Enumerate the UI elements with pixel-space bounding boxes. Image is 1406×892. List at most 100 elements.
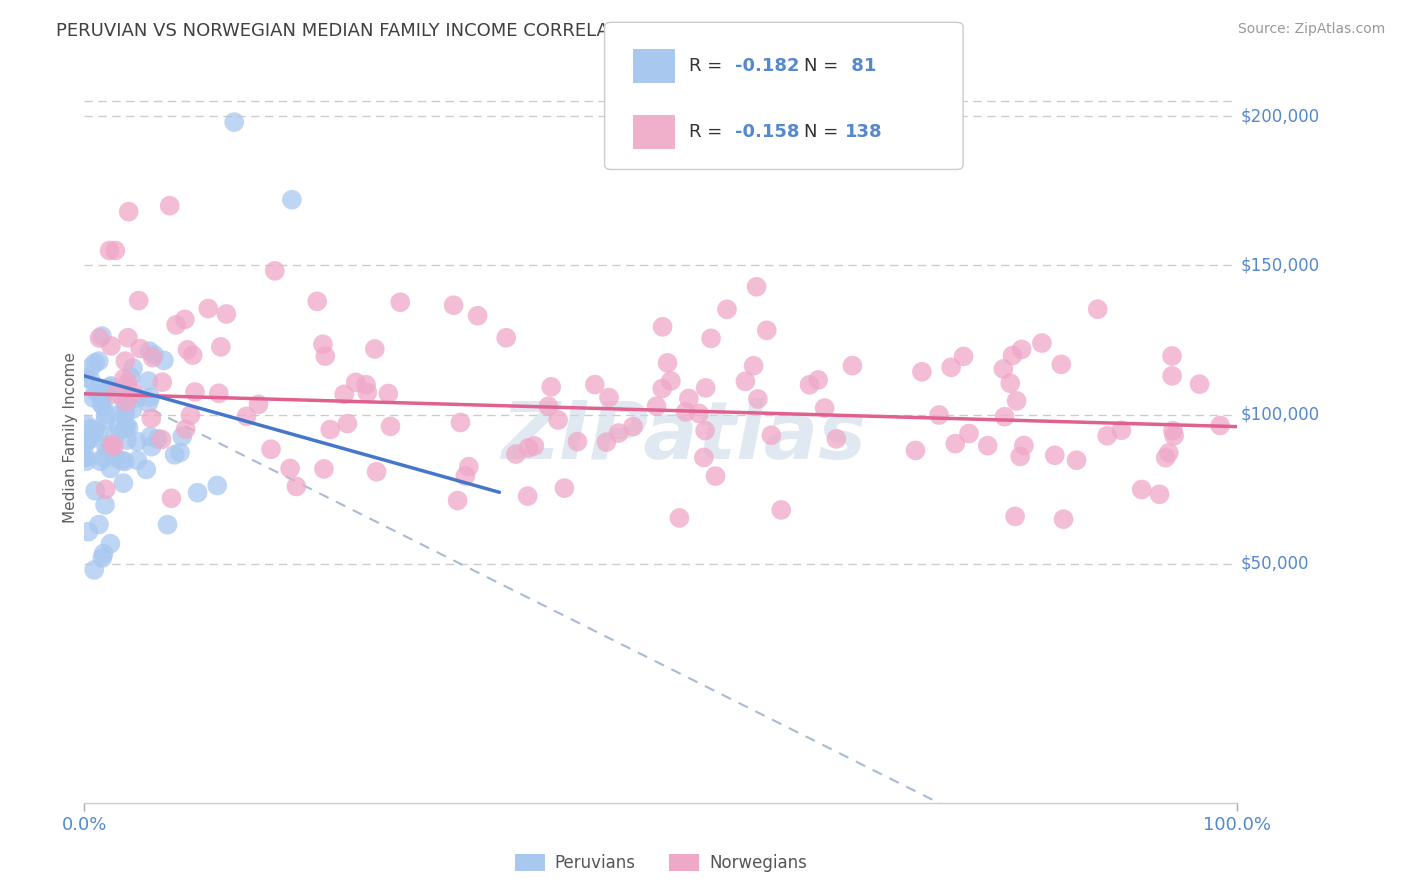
Point — [747, 392, 769, 406]
Point — [224, 115, 246, 129]
Point — [207, 478, 229, 492]
Point — [94, 413, 117, 427]
Point — [172, 429, 194, 443]
Point — [76, 434, 98, 449]
Point — [114, 407, 136, 421]
Point — [146, 432, 169, 446]
Point — [73, 432, 96, 446]
Point — [668, 511, 690, 525]
Point — [84, 483, 107, 498]
Point — [344, 376, 367, 390]
Point — [73, 450, 96, 465]
Point — [77, 433, 100, 447]
Point — [1004, 509, 1026, 524]
Point — [595, 435, 617, 450]
Point — [115, 433, 138, 447]
Point — [100, 339, 122, 353]
Point — [659, 374, 682, 388]
Point — [112, 476, 135, 491]
Point — [657, 356, 679, 370]
Point — [114, 401, 136, 416]
Point — [75, 454, 97, 468]
Point — [770, 503, 793, 517]
Point — [176, 343, 198, 357]
Point — [139, 430, 162, 444]
Point — [93, 450, 115, 465]
Point — [135, 462, 157, 476]
Point — [90, 397, 112, 411]
Point — [235, 409, 257, 424]
Point — [443, 298, 465, 312]
Point — [100, 461, 122, 475]
Point — [675, 405, 697, 419]
Point — [693, 450, 716, 465]
Point — [745, 279, 768, 293]
Point — [704, 469, 727, 483]
Point — [1095, 429, 1118, 443]
Point — [181, 348, 204, 362]
Point — [537, 399, 560, 413]
Point — [174, 422, 197, 436]
Point — [87, 354, 110, 368]
Point — [156, 517, 179, 532]
Point — [1209, 418, 1232, 433]
Point — [319, 423, 342, 437]
Point — [1066, 453, 1088, 467]
Point — [505, 447, 527, 461]
Text: R =: R = — [689, 123, 728, 141]
Point — [169, 445, 191, 459]
Point — [98, 380, 121, 394]
Point — [567, 434, 589, 449]
Point — [117, 331, 139, 345]
Point — [952, 350, 974, 364]
Point — [260, 442, 283, 457]
Point — [314, 349, 336, 363]
Point — [159, 199, 181, 213]
Text: N =: N = — [804, 123, 844, 141]
Point — [247, 397, 270, 411]
Point — [121, 402, 143, 417]
Point — [354, 377, 377, 392]
Point — [1161, 349, 1184, 363]
Point — [651, 319, 673, 334]
Y-axis label: Median Family Income: Median Family Income — [63, 351, 77, 523]
Point — [1012, 438, 1035, 452]
Point — [841, 359, 863, 373]
Point — [1005, 393, 1028, 408]
Point — [187, 485, 209, 500]
Point — [467, 309, 489, 323]
Point — [117, 420, 139, 434]
Point — [75, 450, 97, 464]
Text: $100,000: $100,000 — [1240, 406, 1320, 424]
Point — [163, 448, 186, 462]
Point — [446, 493, 468, 508]
Point — [141, 440, 163, 454]
Point — [115, 394, 138, 409]
Text: -0.182: -0.182 — [735, 57, 800, 75]
Point — [97, 442, 120, 456]
Point — [90, 329, 112, 343]
Point — [110, 406, 132, 420]
Point — [138, 344, 160, 359]
Legend: Peruvians, Norwegians: Peruvians, Norwegians — [508, 847, 814, 879]
Point — [122, 361, 145, 376]
Point — [103, 439, 125, 453]
Text: R =: R = — [689, 57, 728, 75]
Point — [160, 491, 183, 506]
Point — [1011, 343, 1033, 357]
Text: PERUVIAN VS NORWEGIAN MEDIAN FAMILY INCOME CORRELATION CHART: PERUVIAN VS NORWEGIAN MEDIAN FAMILY INCO… — [56, 22, 718, 40]
Point — [84, 384, 107, 398]
Point — [716, 302, 738, 317]
Point — [547, 413, 569, 427]
Point — [94, 483, 117, 497]
Point — [101, 437, 124, 451]
Point — [75, 434, 97, 449]
Text: Source: ZipAtlas.com: Source: ZipAtlas.com — [1237, 22, 1385, 37]
Point — [117, 376, 139, 390]
Point — [84, 356, 107, 370]
Point — [80, 359, 103, 374]
Point — [197, 301, 219, 316]
Point — [82, 391, 104, 405]
Point — [118, 204, 141, 219]
Point — [278, 461, 301, 475]
